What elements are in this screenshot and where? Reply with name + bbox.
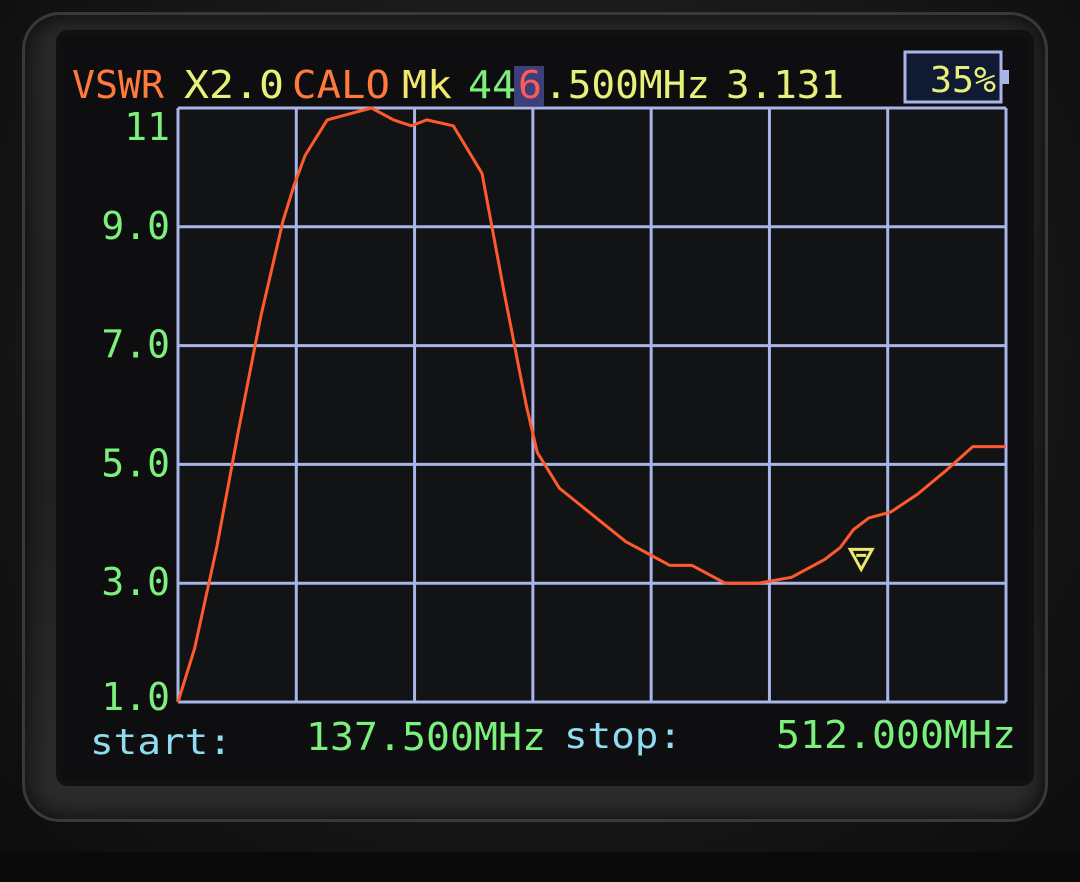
marker-vswr-value: 3.131	[726, 63, 844, 107]
y-axis-tick-labels: 11 9.0 7.0 5.0 3.0 1.0	[101, 105, 170, 719]
y-tick-label: 7.0	[101, 323, 170, 367]
plot-background	[178, 108, 1006, 702]
mode-label: VSWR	[72, 63, 164, 107]
marker-label: Mk	[402, 63, 452, 107]
y-tick-label: 1.0	[101, 675, 170, 719]
calibration-label: CALO	[292, 63, 390, 107]
vswr-trace-line	[176, 106, 1006, 703]
y-tick-label: 11	[124, 105, 170, 149]
marker-cursor-highlight	[514, 66, 544, 106]
header-bar: VSWR X2.0 CALO Mk 44 6 .500MHz 3.131 35%	[72, 50, 1009, 107]
marker-frequency-cursor-digit: 6	[518, 63, 542, 107]
plot-area	[176, 106, 1008, 704]
battery-frame	[903, 50, 1003, 104]
start-frequency: 137.500MHz	[306, 715, 546, 759]
marker-triangle-icon	[847, 547, 875, 573]
battery-percent: 35%	[930, 60, 996, 101]
stop-label: stop:	[564, 716, 682, 757]
battery-indicator: 35%	[903, 50, 1009, 104]
stop-frequency: 512.000MHz	[776, 713, 1016, 757]
y-tick-label: 5.0	[101, 441, 170, 485]
footer-bar: start: 137.500MHz stop: 512.000MHz	[90, 713, 1016, 763]
device-bottom-edge	[0, 852, 1080, 882]
grid-lines	[176, 106, 1008, 704]
marker-frequency-suffix: .500MHz	[544, 63, 710, 107]
lcd-screen: VSWR X2.0 CALO Mk 44 6 .500MHz 3.131 35%…	[62, 36, 1028, 780]
y-tick-label: 9.0	[101, 204, 170, 248]
start-label: start:	[90, 722, 232, 763]
scale-label: X2.0	[184, 63, 284, 107]
y-tick-label: 3.0	[101, 560, 170, 604]
vswr-chart: VSWR X2.0 CALO Mk 44 6 .500MHz 3.131 35%…	[72, 50, 1016, 763]
battery-tip	[1001, 70, 1009, 84]
marker-frequency-prefix: 44	[468, 63, 516, 107]
